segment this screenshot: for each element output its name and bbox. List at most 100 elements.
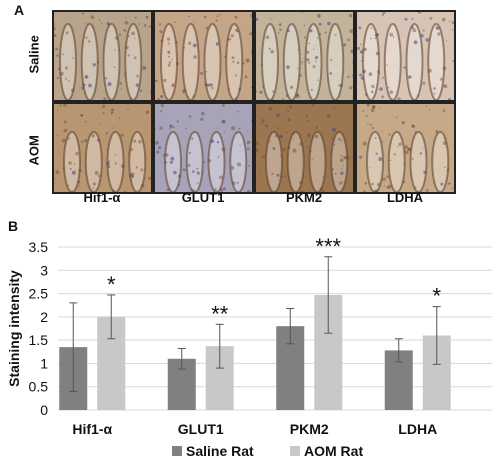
panel-b-letter: B bbox=[8, 218, 19, 234]
cell-nucleus bbox=[167, 42, 170, 45]
cell-nucleus bbox=[229, 30, 231, 32]
cell-nucleus bbox=[435, 26, 440, 30]
cell-nucleus bbox=[246, 140, 251, 145]
cell-nucleus bbox=[62, 53, 64, 56]
cell-nucleus bbox=[383, 185, 386, 187]
micrograph-glut1-saline bbox=[153, 10, 254, 102]
cell-nucleus bbox=[455, 36, 456, 37]
cell-nucleus bbox=[248, 164, 250, 167]
y-tick-label: 3 bbox=[40, 262, 48, 278]
crypt-shape bbox=[261, 23, 279, 100]
cell-nucleus bbox=[277, 32, 280, 34]
cell-nucleus bbox=[451, 187, 454, 189]
cell-nucleus bbox=[367, 123, 369, 125]
cell-nucleus bbox=[256, 148, 259, 152]
cell-nucleus bbox=[162, 154, 166, 157]
cell-nucleus bbox=[120, 164, 125, 169]
cell-nucleus bbox=[322, 176, 325, 178]
crypt-shape bbox=[106, 131, 125, 192]
cell-nucleus bbox=[343, 156, 347, 160]
cell-nucleus bbox=[231, 56, 235, 60]
cell-nucleus bbox=[408, 147, 412, 151]
cell-nucleus bbox=[145, 15, 149, 19]
cell-nucleus bbox=[371, 84, 375, 89]
cell-nucleus bbox=[155, 79, 158, 83]
cell-nucleus bbox=[236, 30, 239, 33]
cell-nucleus bbox=[425, 38, 430, 42]
crypt-shape bbox=[128, 131, 147, 192]
cell-nucleus bbox=[358, 26, 362, 30]
cell-nucleus bbox=[386, 64, 388, 66]
cell-nucleus bbox=[278, 23, 282, 26]
y-tick-label: 1.5 bbox=[29, 332, 49, 348]
cell-nucleus bbox=[407, 147, 411, 152]
cell-nucleus bbox=[159, 30, 163, 34]
cell-nucleus bbox=[304, 36, 307, 39]
cell-nucleus bbox=[168, 61, 172, 64]
cell-nucleus bbox=[315, 56, 319, 60]
cell-nucleus bbox=[331, 167, 334, 171]
cell-nucleus bbox=[306, 58, 310, 62]
cell-nucleus bbox=[306, 119, 309, 122]
cell-nucleus bbox=[375, 51, 380, 56]
cell-nucleus bbox=[359, 50, 364, 54]
cell-nucleus bbox=[156, 150, 160, 154]
cell-nucleus bbox=[230, 34, 234, 38]
cell-nucleus bbox=[129, 148, 133, 152]
cell-nucleus bbox=[103, 97, 107, 100]
cell-nucleus bbox=[92, 26, 94, 29]
micrograph-glut1-aom bbox=[153, 102, 254, 194]
cell-nucleus bbox=[124, 21, 129, 25]
cell-nucleus bbox=[234, 15, 238, 19]
cell-nucleus bbox=[133, 37, 136, 40]
cell-nucleus bbox=[359, 155, 363, 159]
cell-nucleus bbox=[112, 189, 115, 192]
y-tick-label: 1 bbox=[40, 355, 48, 371]
cell-nucleus bbox=[196, 167, 199, 170]
cell-nucleus bbox=[246, 190, 251, 192]
cell-nucleus bbox=[455, 87, 456, 89]
cell-nucleus bbox=[54, 33, 57, 38]
cell-nucleus bbox=[251, 50, 252, 54]
legend-label: Saline Rat bbox=[186, 443, 254, 459]
cell-nucleus bbox=[326, 114, 331, 119]
cell-nucleus bbox=[379, 107, 381, 109]
cell-nucleus bbox=[403, 180, 406, 183]
cell-nucleus bbox=[285, 131, 288, 134]
cell-nucleus bbox=[157, 98, 161, 100]
cell-nucleus bbox=[308, 42, 311, 45]
cell-nucleus bbox=[217, 156, 220, 158]
cell-nucleus bbox=[338, 138, 341, 141]
cell-nucleus bbox=[437, 32, 441, 36]
cell-nucleus bbox=[299, 180, 303, 185]
cell-nucleus bbox=[88, 83, 92, 88]
y-tick-label: 2.5 bbox=[29, 286, 49, 302]
cell-nucleus bbox=[239, 144, 241, 147]
cell-nucleus bbox=[54, 177, 56, 180]
cell-nucleus bbox=[317, 79, 319, 81]
crypt-shape bbox=[366, 131, 384, 192]
tissue-texture bbox=[359, 104, 454, 192]
cell-nucleus bbox=[347, 38, 350, 42]
cell-nucleus bbox=[349, 86, 353, 90]
cell-nucleus bbox=[372, 105, 376, 109]
cell-nucleus bbox=[423, 170, 427, 174]
cell-nucleus bbox=[188, 41, 192, 45]
significance-mark: *** bbox=[315, 234, 341, 259]
cell-nucleus bbox=[371, 182, 374, 186]
cell-nucleus bbox=[188, 15, 190, 18]
cell-nucleus bbox=[360, 43, 362, 46]
cell-nucleus bbox=[274, 134, 278, 138]
cell-nucleus bbox=[106, 161, 110, 166]
cell-nucleus bbox=[124, 72, 127, 75]
cell-nucleus bbox=[207, 159, 212, 163]
cell-nucleus bbox=[72, 87, 75, 90]
cell-nucleus bbox=[413, 40, 418, 45]
cell-nucleus bbox=[262, 85, 264, 88]
cell-nucleus bbox=[167, 50, 171, 54]
cell-nucleus bbox=[110, 111, 114, 115]
cell-nucleus bbox=[192, 95, 195, 98]
cell-nucleus bbox=[397, 97, 401, 100]
crypt-shape bbox=[409, 131, 428, 192]
cell-nucleus bbox=[215, 19, 218, 22]
